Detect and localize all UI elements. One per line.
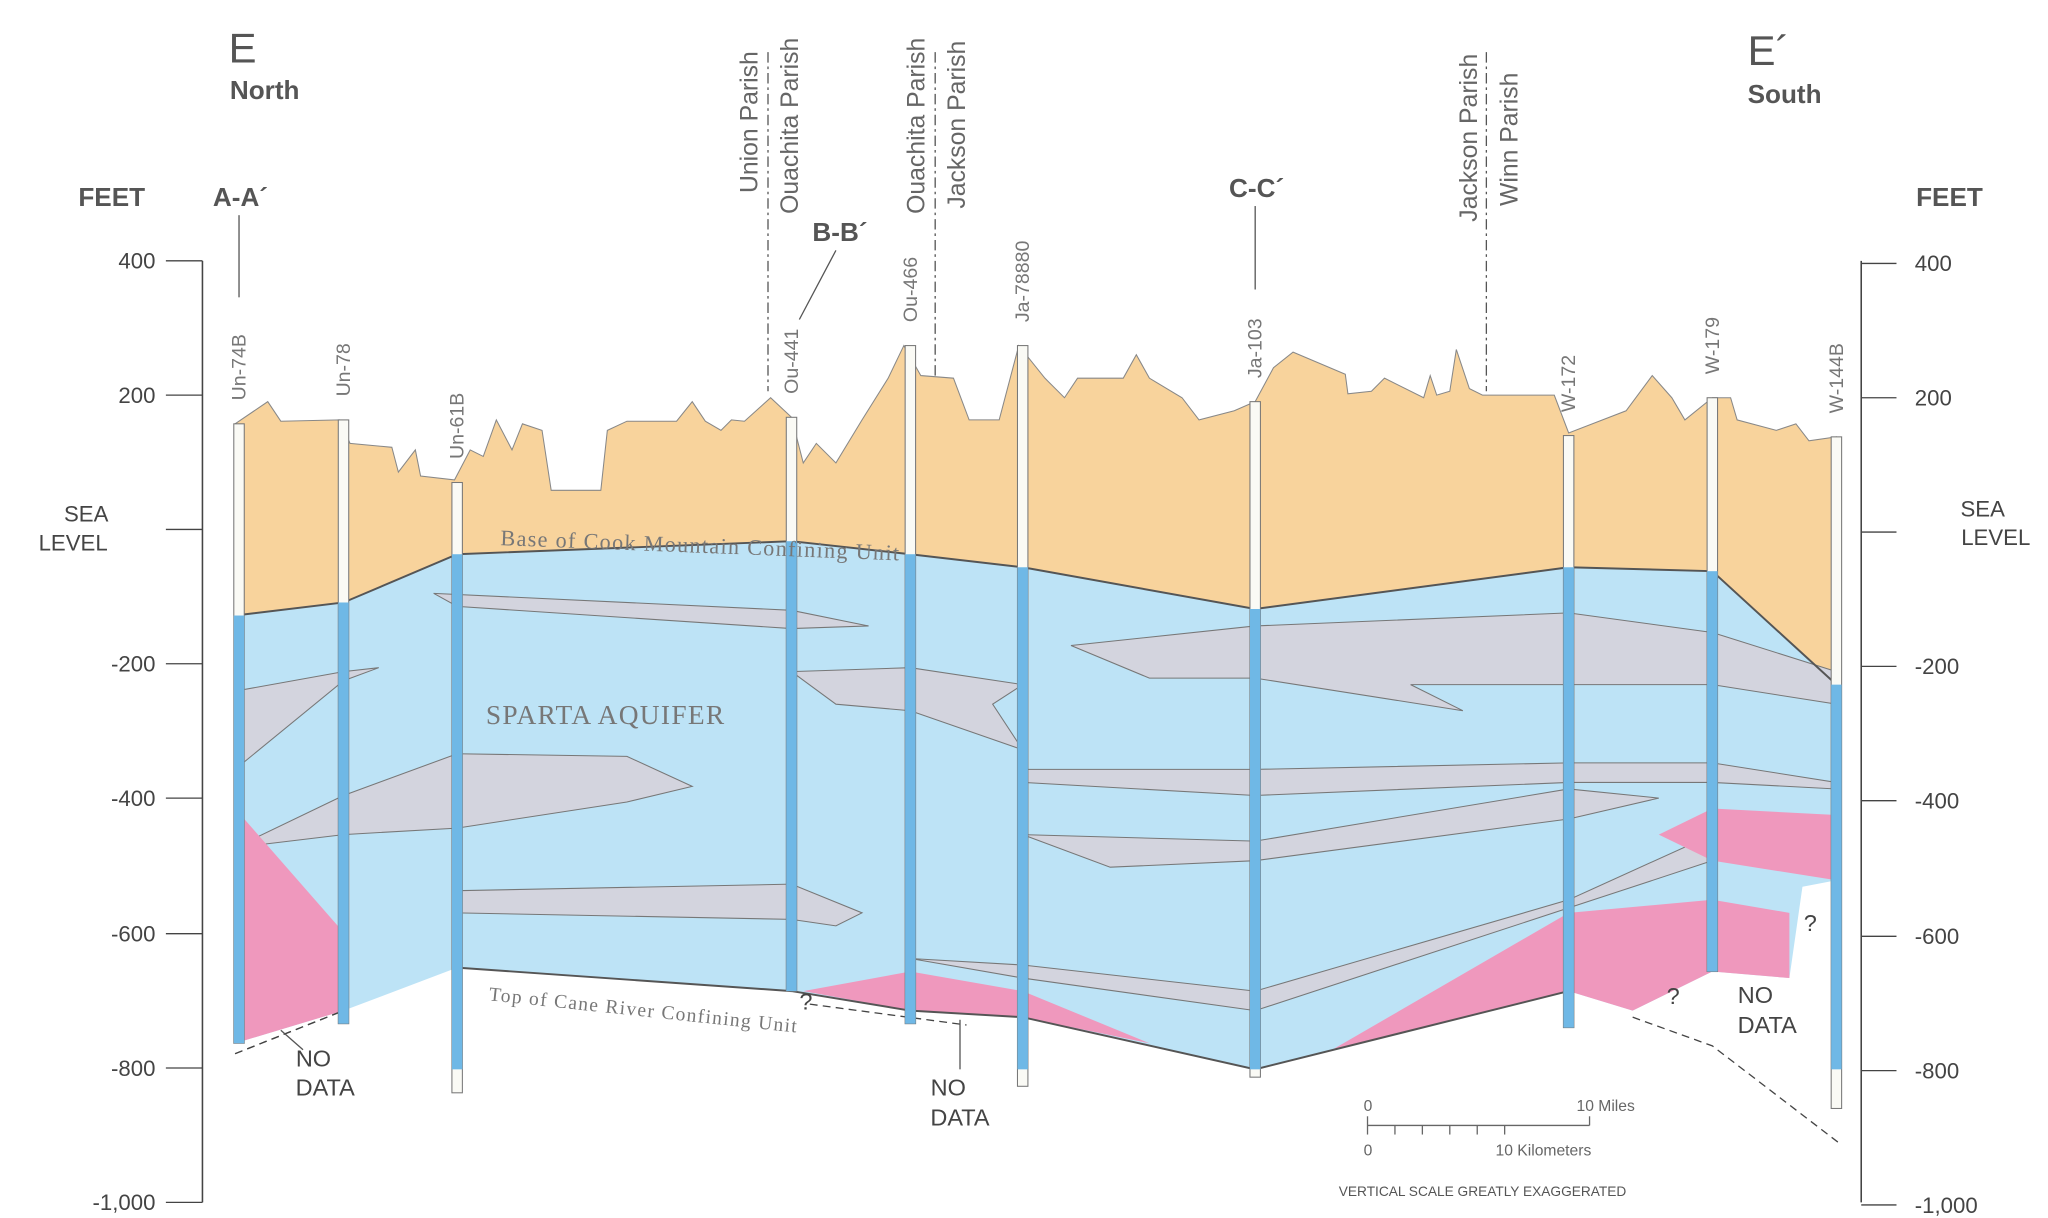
parish: Winn Parish [1497,73,1524,206]
sea-level: LEVEL [39,530,108,555]
section-end: E´ [1748,27,1790,74]
y-tick-label: 400 [118,249,155,274]
y-tick-label: -200 [1915,654,1959,679]
no-data: NO [296,1046,331,1072]
well-label: W-144B [1826,343,1848,413]
well-label: Un-78 [333,343,355,396]
wells: Un-74B Un-78 Un-61B Ou-441 Ou-466 Ja-78880 Ja-… [229,240,1848,1109]
unit-label: FEET [78,182,145,212]
well-screen [233,615,245,1044]
y-tick-label: 400 [1915,251,1952,276]
no-data: NO [1738,982,1773,1008]
leader [798,250,837,320]
parish: Jackson Parish [944,41,971,209]
unit-label: Top of Cane River Confining Unit [488,984,799,1037]
direction: South [1748,79,1822,109]
parish: Jackson Parish [1456,54,1483,222]
well-screen [1831,684,1842,1070]
well-screen [1017,567,1028,1070]
cross-section-ref: B-B´ [812,217,867,247]
scale-bar [1366,1116,1591,1135]
well-label: Un-74B [229,334,251,400]
scale-label: 0 [1364,1142,1373,1159]
question-mark: ? [1667,983,1680,1009]
y-tick-label: -600 [1915,924,1959,949]
cross-section-ref: A-A´ [213,182,268,212]
section-start: E [229,25,257,72]
question-mark: ? [799,988,812,1014]
y-tick-label: -400 [1915,789,1959,814]
well-label: Ou-441 [781,329,803,394]
well-label: W-172 [1558,355,1580,412]
clay-lens [1022,788,1659,868]
axes [201,260,1863,1203]
y-tick-label: -400 [111,786,155,811]
inferred-contact [234,1003,1843,1146]
base-of-cook-mountain [234,540,1838,686]
y-tick-label: 200 [118,383,155,408]
no-data: NO [931,1074,966,1100]
pink-zone [1658,808,1837,881]
well-screen [905,554,916,1024]
leader [280,1029,304,1051]
well-screen [1707,571,1718,972]
leaders [238,52,1488,1070]
direction: North [230,75,300,105]
parish: Ouachita Parish [777,38,804,214]
well-screen [1563,567,1574,1028]
top-of-cane-river [457,966,1569,1071]
scale-label: 0 [1364,1098,1373,1115]
cross-section-ref: C-C´ [1229,173,1284,203]
y-tick-label: -600 [111,922,155,947]
y-tick-label: -800 [1915,1058,1959,1083]
pink-zone [1332,899,1790,1050]
parish-labels: Union Parish Ouachita Parish Ouachita Pa… [737,38,1524,222]
layers [234,344,1843,1146]
y-tick-label: -1,000 [93,1190,156,1215]
no-data: DATA [296,1074,356,1100]
sea-level: SEA [64,502,109,527]
sea-level: LEVEL [1961,525,2030,550]
ticks: 400 400 200 200 -200 -200 -400 -400 -600 -600 -800… [93,249,1978,1218]
y-tick-label: -800 [111,1056,155,1081]
y-tick-label: 200 [1915,386,1952,411]
unit-label: FEET [1916,182,1983,212]
well-screen [338,602,349,1024]
scale-label: 10 Miles [1576,1098,1635,1115]
aquifer-label: SPARTA AQUIFER [486,700,726,730]
well-label: Ja-103 [1245,318,1267,378]
y-tick-label: -1,000 [1915,1193,1978,1218]
well-screen [451,554,463,1070]
well-label: Ou-466 [900,257,922,322]
no-data: DATA [930,1104,990,1130]
well-label: W-179 [1702,317,1724,374]
pink-zone [235,808,344,1044]
parish: Union Parish [737,51,764,193]
scale-note: VERTICAL SCALE GREATLY EXAGGERATED [1339,1184,1627,1199]
y-tick-label: -200 [111,652,155,677]
question-mark: ? [1804,910,1817,936]
well-label: Un-61B [447,393,469,459]
clay-lens [234,753,694,849]
well-label: Ja-78880 [1012,240,1034,322]
parish: Ouachita Parish [904,38,931,214]
no-data: DATA [1738,1012,1798,1038]
scale-label: 10 Kilometers [1496,1142,1592,1159]
well-screen [1249,609,1261,1070]
sea-level: SEA [1960,496,2005,521]
confining-top [234,344,1837,686]
well-screen [786,541,797,992]
